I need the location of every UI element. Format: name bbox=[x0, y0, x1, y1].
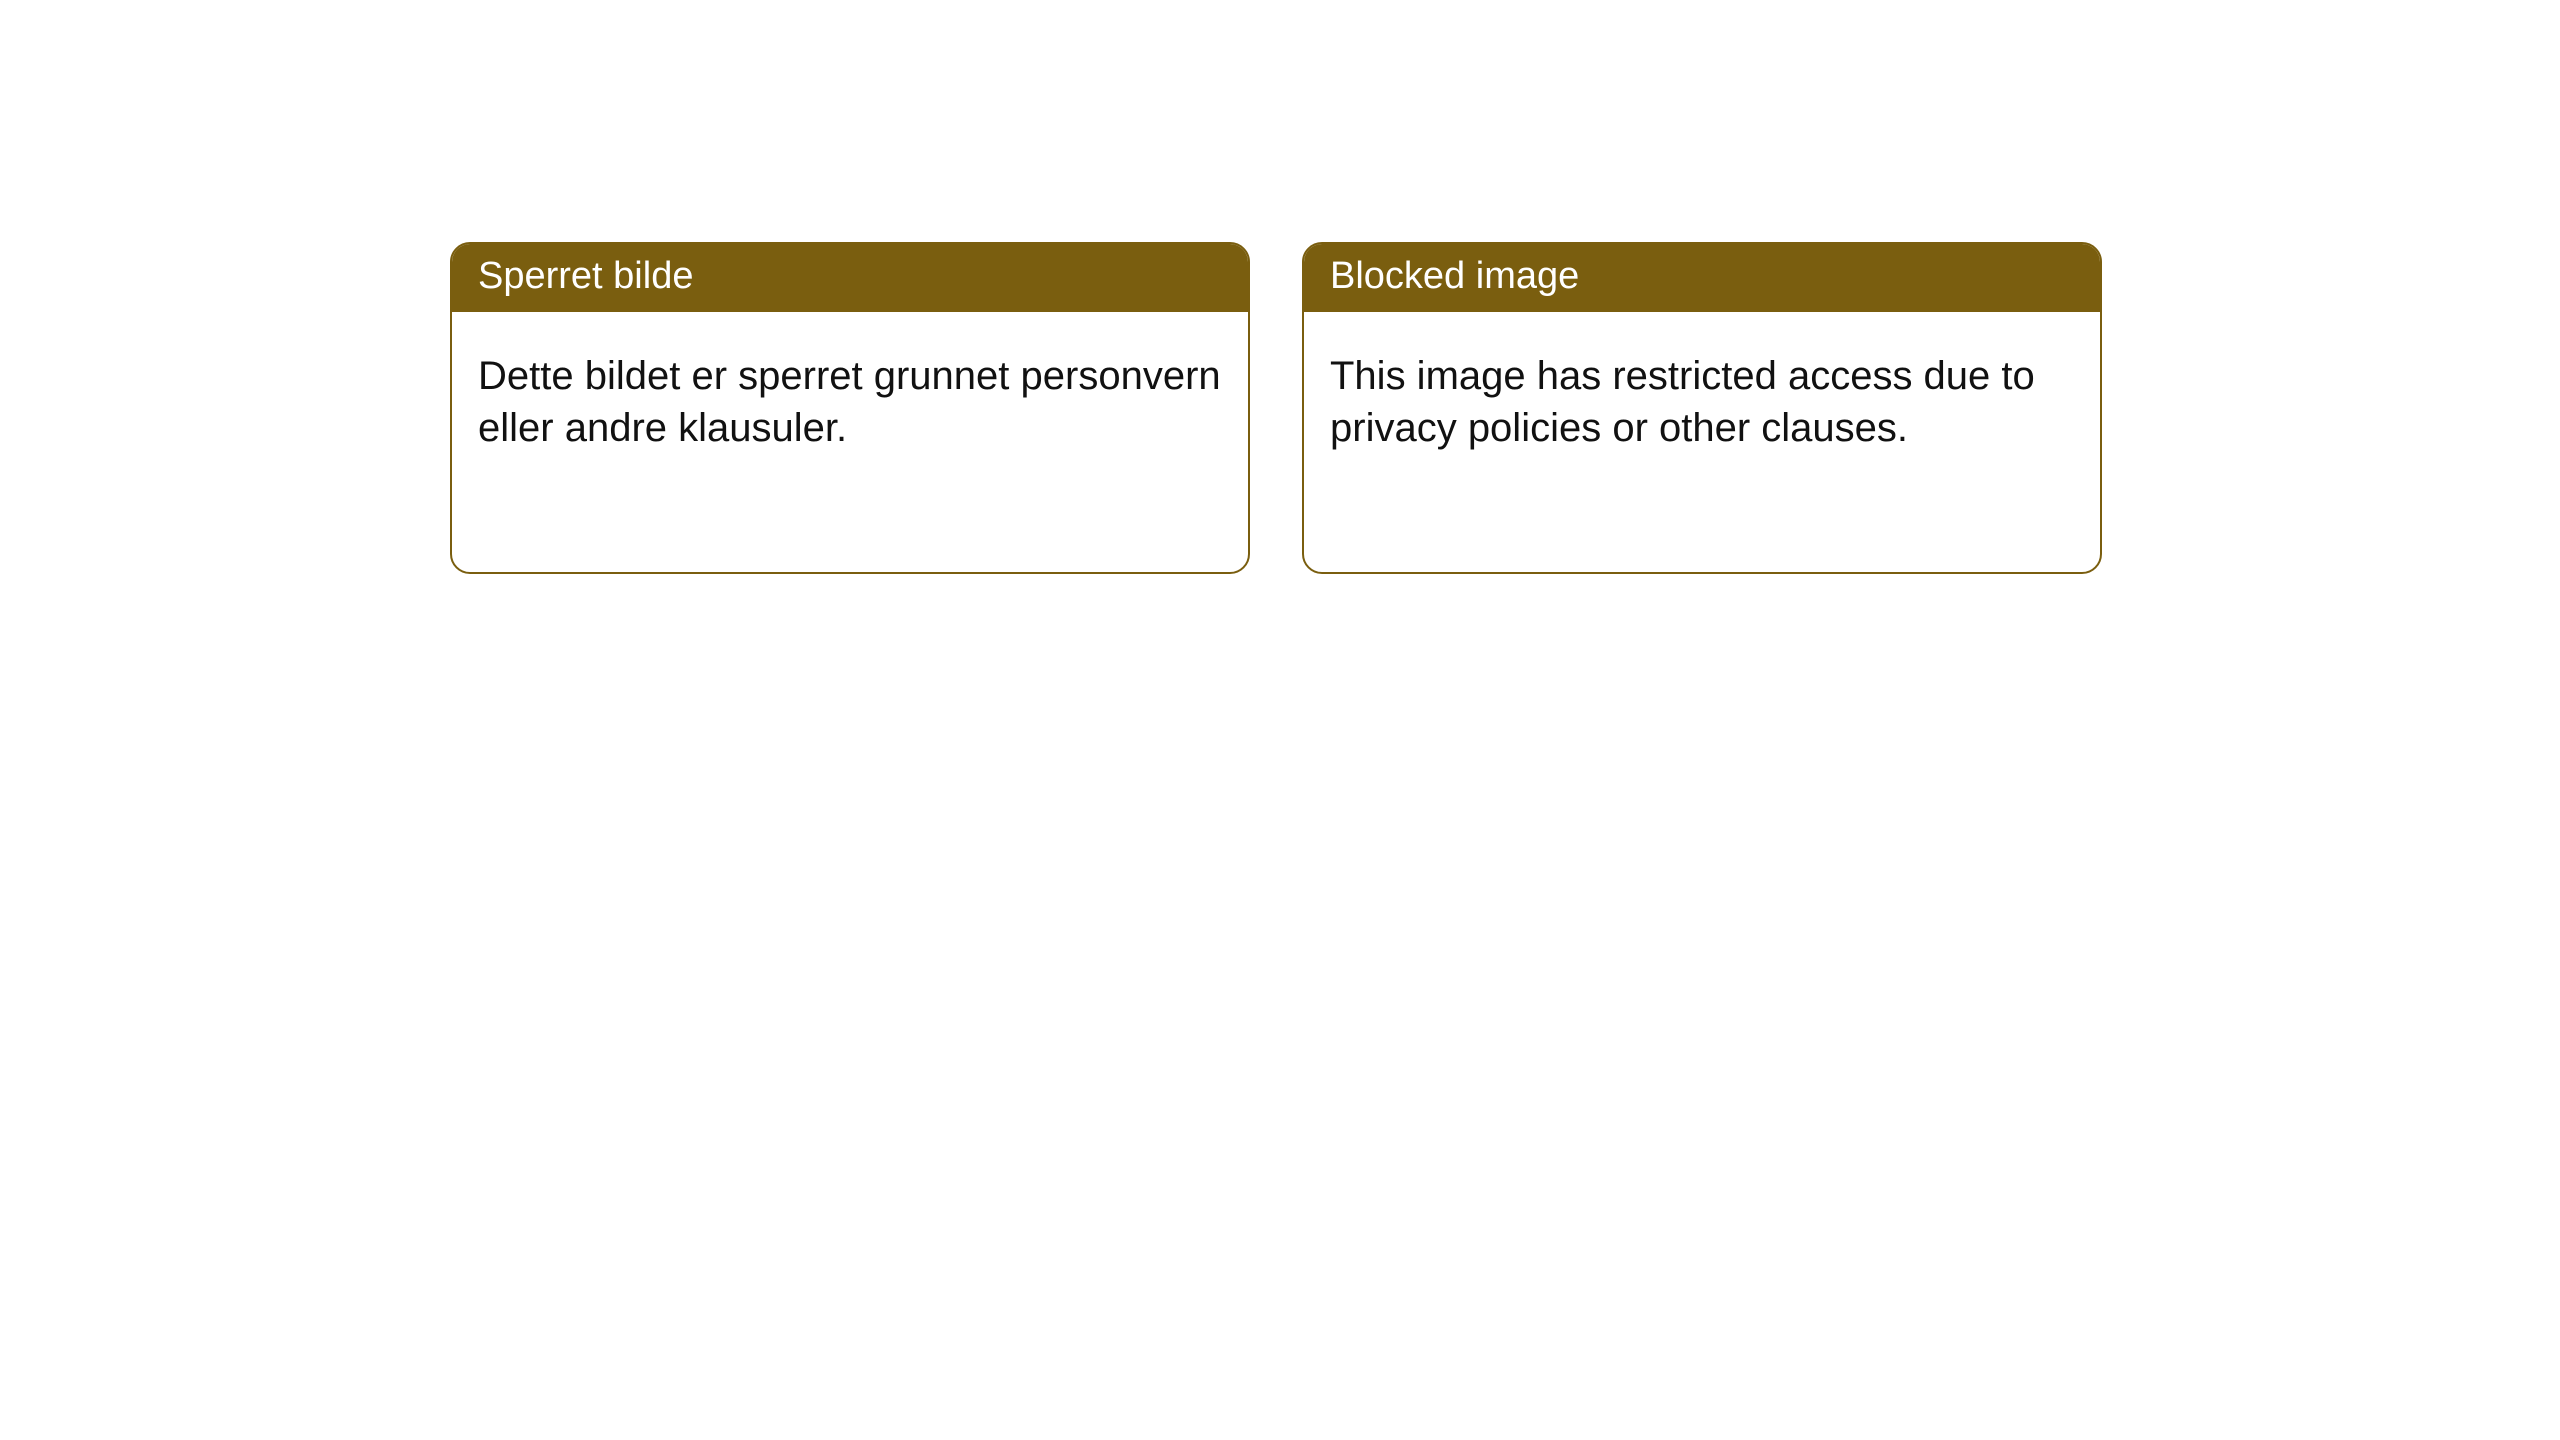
notice-card-english: Blocked image This image has restricted … bbox=[1302, 242, 2102, 574]
notice-body: Dette bildet er sperret grunnet personve… bbox=[452, 312, 1248, 480]
notice-header: Sperret bilde bbox=[452, 244, 1248, 312]
notice-container: Sperret bilde Dette bildet er sperret gr… bbox=[450, 242, 2102, 574]
notice-card-norwegian: Sperret bilde Dette bildet er sperret gr… bbox=[450, 242, 1250, 574]
notice-header: Blocked image bbox=[1304, 244, 2100, 312]
notice-body: This image has restricted access due to … bbox=[1304, 312, 2100, 480]
